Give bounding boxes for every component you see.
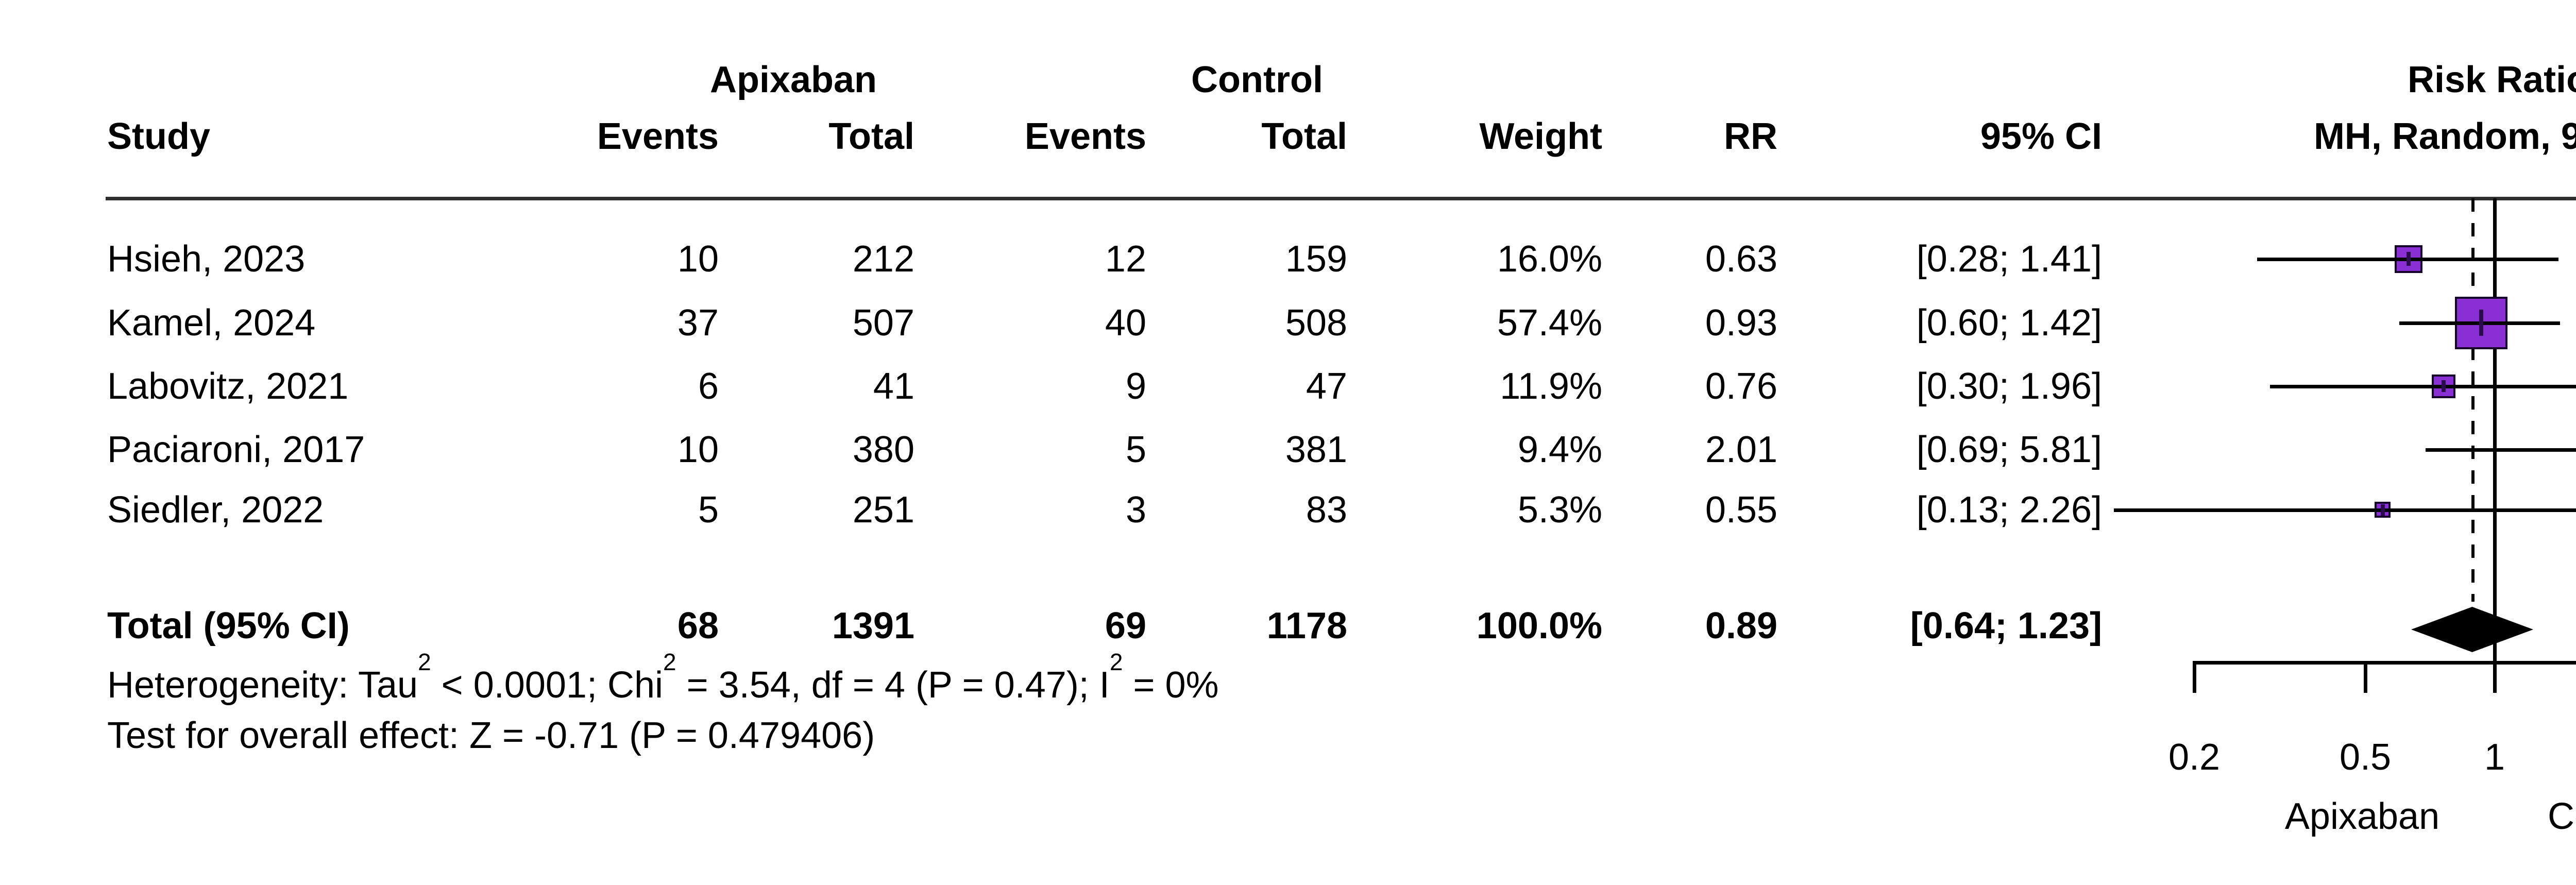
apixaban-events-value: 10 xyxy=(677,239,719,280)
control-events-value: 12 xyxy=(1105,239,1146,280)
control-total-value: 508 xyxy=(1285,302,1347,344)
total-rr: 0.89 xyxy=(1705,605,1777,646)
weight-value: 9.4% xyxy=(1517,429,1602,470)
apixaban-events-value: 5 xyxy=(698,489,719,531)
i-squared-exponent: 2 xyxy=(1109,649,1123,675)
axis-tick xyxy=(2364,661,2367,693)
heterogeneity-text: = 3.54, df = 4 (P = 0.47); I xyxy=(676,665,1110,706)
square-center-tick xyxy=(2406,252,2411,266)
total-control-total: 1178 xyxy=(1266,605,1347,646)
apixaban-total-value: 380 xyxy=(852,429,914,470)
axis-line xyxy=(2193,661,2576,665)
weight-value: 11.9% xyxy=(1500,366,1602,407)
ci-line xyxy=(2426,448,2576,452)
ci-line xyxy=(2114,508,2576,512)
apixaban-events-value: 10 xyxy=(677,429,719,470)
axis-tick-label: 1 xyxy=(2484,737,2505,778)
axis-tick xyxy=(2193,661,2196,693)
col-header-apixaban-total: Total xyxy=(828,116,914,157)
axis-tick-label: 2 xyxy=(2547,730,2576,784)
study-name: Kamel, 2024 xyxy=(107,302,316,344)
heterogeneity-text: < 0.0001; Chi xyxy=(431,665,663,706)
chi-squared-exponent: 2 xyxy=(663,649,676,675)
col-header-rr: RR xyxy=(1724,116,1777,157)
rr-value: 0.93 xyxy=(1705,302,1777,344)
weight-value: 16.0% xyxy=(1497,239,1602,280)
control-total-value: 83 xyxy=(1306,489,1347,531)
total-weight: 100.0% xyxy=(1476,605,1602,646)
total-apixaban-events: 68 xyxy=(677,605,719,646)
col-header-study: Study xyxy=(107,116,211,157)
study-name: Labovitz, 2021 xyxy=(107,366,349,407)
ci-value: [0.13; 2.26] xyxy=(1916,489,2102,531)
null-effect-line xyxy=(2493,198,2497,661)
study-name: Hsieh, 2023 xyxy=(107,239,306,280)
study-name: Siedler, 2022 xyxy=(107,489,324,531)
group-header-risk-ratio: Risk Ratio xyxy=(2407,59,2576,100)
total-apixaban-total: 1391 xyxy=(832,605,914,646)
ci-value: [0.60; 1.42] xyxy=(1916,302,2102,344)
weight-value: 57.4% xyxy=(1497,302,1602,344)
heterogeneity-note: Heterogeneity: Tau2 < 0.0001; Chi2 = 3.5… xyxy=(107,650,1219,712)
axis-tick-label: 0.5 xyxy=(2339,737,2392,778)
study-name: Paciaroni, 2017 xyxy=(107,429,365,470)
col-header-weight: Weight xyxy=(1479,116,1602,157)
rr-value: 2.01 xyxy=(1705,429,1777,470)
rr-value: 0.63 xyxy=(1705,239,1777,280)
apixaban-total-value: 212 xyxy=(852,239,914,280)
apixaban-total-value: 507 xyxy=(852,302,914,344)
ci-value: [0.30; 1.96] xyxy=(1916,366,2102,407)
total-control-events: 69 xyxy=(1105,605,1146,646)
control-total-value: 159 xyxy=(1285,239,1347,280)
heterogeneity-text: = 0% xyxy=(1123,665,1219,706)
tau-squared-exponent: 2 xyxy=(418,649,431,675)
total-ci: [0.64; 1.23] xyxy=(1910,605,2102,646)
pooled-diamond xyxy=(2411,607,2533,652)
total-label: Total (95% CI) xyxy=(107,605,350,646)
control-events-value: 9 xyxy=(1125,366,1146,407)
rr-value: 0.55 xyxy=(1705,489,1777,531)
heterogeneity-text: Heterogeneity: Tau xyxy=(107,665,418,706)
axis-tick xyxy=(2493,661,2497,693)
apixaban-total-value: 41 xyxy=(873,366,914,407)
col-header-method: MH, Random, 95% CI xyxy=(2313,116,2576,157)
favors-right-label: Control xyxy=(2547,796,2576,837)
pooled-estimate-dashed-line xyxy=(2471,198,2475,602)
group-header-control: Control xyxy=(1191,59,1323,100)
weight-value: 5.3% xyxy=(1517,489,1602,531)
ci-value: [0.28; 1.41] xyxy=(1916,239,2102,280)
axis-tick-label: 0.2 xyxy=(2168,737,2221,778)
control-events-value: 3 xyxy=(1125,489,1146,531)
apixaban-events-value: 37 xyxy=(677,302,719,344)
ci-value: [0.69; 5.81] xyxy=(1916,429,2102,470)
control-events-value: 5 xyxy=(1125,429,1146,470)
group-header-apixaban: Apixaban xyxy=(709,59,877,100)
square-center-tick xyxy=(2479,310,2483,336)
favors-left-label: Apixaban xyxy=(2284,796,2440,837)
col-header-control-events: Events xyxy=(1024,116,1146,157)
overall-effect-note: Test for overall effect: Z = -0.71 (P = … xyxy=(107,715,875,756)
apixaban-total-value: 251 xyxy=(852,489,914,531)
square-center-tick xyxy=(2442,380,2446,392)
ci-line xyxy=(2270,385,2576,388)
col-header-ci: 95% CI xyxy=(1980,116,2102,157)
apixaban-events-value: 6 xyxy=(698,366,719,407)
header-separator-line xyxy=(106,197,2576,200)
control-events-value: 40 xyxy=(1105,302,1146,344)
col-header-control-total: Total xyxy=(1261,116,1347,157)
control-total-value: 47 xyxy=(1306,366,1347,407)
square-center-tick xyxy=(2381,504,2385,516)
control-total-value: 381 xyxy=(1285,429,1347,470)
col-header-apixaban-events: Events xyxy=(597,116,719,157)
rr-value: 0.76 xyxy=(1705,366,1777,407)
